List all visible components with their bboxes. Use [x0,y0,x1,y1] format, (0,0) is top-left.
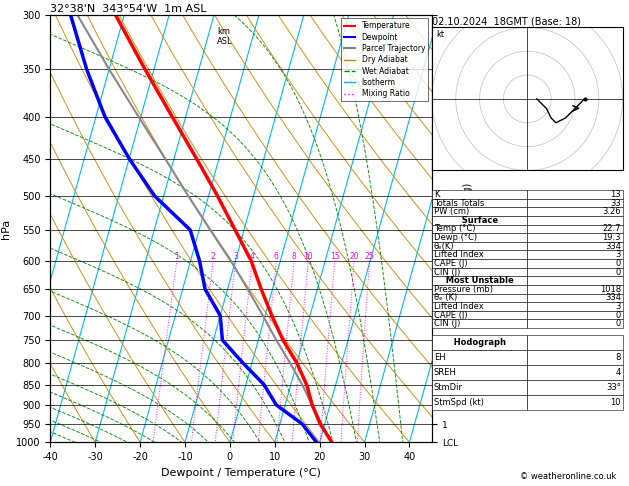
Y-axis label: hPa: hPa [1,218,11,239]
X-axis label: Dewpoint / Temperature (°C): Dewpoint / Temperature (°C) [161,468,321,478]
Text: 1: 1 [174,252,179,261]
Text: 2: 2 [211,252,216,261]
Text: kt: kt [437,30,445,39]
Text: 32°38'N  343°54'W  1m ASL: 32°38'N 343°54'W 1m ASL [50,4,207,14]
Text: 6: 6 [274,252,279,261]
Text: 15: 15 [330,252,340,261]
Text: km
ASL: km ASL [217,27,233,46]
Text: 10: 10 [303,252,313,261]
Text: 3: 3 [233,252,238,261]
Y-axis label: Mixing Ratio (g/kg): Mixing Ratio (g/kg) [464,182,474,275]
Text: 4: 4 [250,252,255,261]
Legend: Temperature, Dewpoint, Parcel Trajectory, Dry Adiabat, Wet Adiabat, Isotherm, Mi: Temperature, Dewpoint, Parcel Trajectory… [341,18,428,101]
Text: 8: 8 [292,252,296,261]
Text: 25: 25 [365,252,374,261]
Text: 20: 20 [349,252,359,261]
Text: 02.10.2024  18GMT (Base: 18): 02.10.2024 18GMT (Base: 18) [432,17,581,27]
Text: © weatheronline.co.uk: © weatheronline.co.uk [520,472,616,481]
